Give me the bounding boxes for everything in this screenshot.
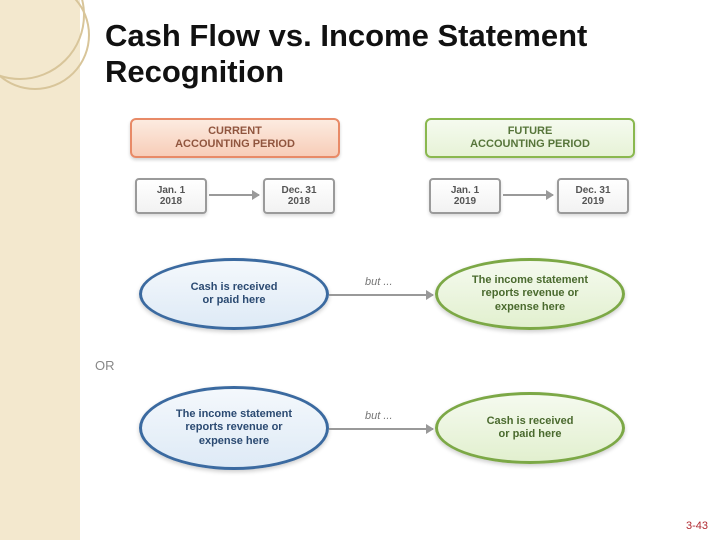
ellipse-cash-current: Cash is receivedor paid here	[139, 258, 329, 330]
connector-arrow-icon	[329, 294, 433, 296]
ellipse-text: The income statementreports revenue orex…	[176, 408, 292, 448]
or-label: OR	[95, 358, 115, 373]
date-box-jan-2018: Jan. 12018	[135, 178, 207, 214]
date-label: Jan. 12019	[451, 185, 479, 207]
ellipse-text: Cash is receivedor paid here	[487, 415, 574, 441]
date-box-dec-2019: Dec. 312019	[557, 178, 629, 214]
period-current-label: CURRENTACCOUNTING PERIOD	[175, 125, 295, 150]
date-label: Dec. 312019	[575, 185, 610, 207]
but-label: but ...	[365, 276, 393, 288]
arrow-icon	[209, 194, 259, 196]
period-future-box: FUTUREACCOUNTING PERIOD	[425, 118, 635, 158]
date-box-dec-2018: Dec. 312018	[263, 178, 335, 214]
diagram-area: CURRENTACCOUNTING PERIOD FUTUREACCOUNTIN…	[95, 118, 665, 498]
ellipse-income-current: The income statementreports revenue orex…	[139, 386, 329, 470]
page-number: 3-43	[686, 520, 708, 532]
date-label: Jan. 12018	[157, 185, 185, 207]
page-title: Cash Flow vs. Income Statement Recogniti…	[105, 18, 720, 89]
period-current-box: CURRENTACCOUNTING PERIOD	[130, 118, 340, 158]
connector-arrow-icon	[329, 428, 433, 430]
date-label: Dec. 312018	[281, 185, 316, 207]
ellipse-text: The income statementreports revenue orex…	[472, 274, 588, 314]
but-label: but ...	[365, 410, 393, 422]
period-future-label: FUTUREACCOUNTING PERIOD	[470, 125, 590, 150]
ellipse-income-future: The income statementreports revenue orex…	[435, 258, 625, 330]
date-box-jan-2019: Jan. 12019	[429, 178, 501, 214]
ellipse-cash-future: Cash is receivedor paid here	[435, 392, 625, 464]
ellipse-text: Cash is receivedor paid here	[191, 281, 278, 307]
arrow-icon	[503, 194, 553, 196]
